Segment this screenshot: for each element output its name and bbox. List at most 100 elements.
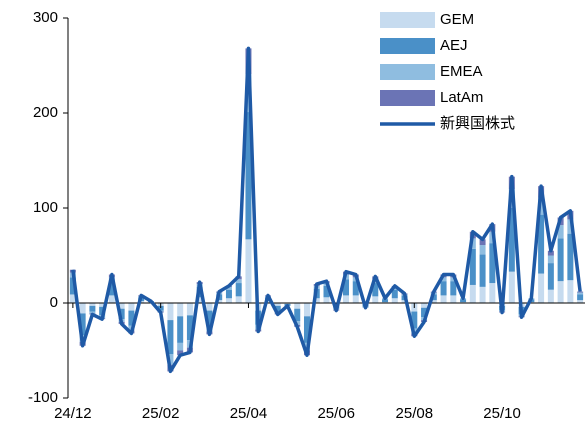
x-tick-label: 25/04 (230, 405, 268, 422)
bar-segment (196, 297, 203, 303)
bar-segment (108, 281, 115, 296)
bar-segment (489, 283, 496, 303)
x-tick-label: 25/02 (142, 405, 180, 422)
bar-segment (450, 281, 457, 296)
bar-segment (69, 277, 76, 295)
bar-segment (538, 214, 545, 274)
bar-segment (89, 303, 96, 306)
bar-segment (450, 277, 457, 282)
bar-segment (177, 316, 184, 343)
bar-segment (538, 273, 545, 303)
bar-segment (508, 208, 515, 272)
bar-segment (421, 307, 428, 318)
legend-label: 新興国株式 (440, 115, 515, 132)
bar-segment (225, 289, 232, 299)
bar-segment (303, 316, 310, 343)
bar-segment (128, 303, 135, 311)
bar-segment (177, 303, 184, 317)
bar-segment (547, 289, 554, 303)
bar-segment (294, 308, 301, 322)
bar-segment (372, 283, 379, 297)
x-tick-label: 25/08 (396, 405, 434, 422)
legend-label: LatAm (440, 89, 483, 106)
bar-segment (352, 295, 359, 303)
bar-segment (167, 354, 174, 365)
x-tick-label: 25/10 (483, 405, 521, 422)
y-tick-label: 200 (33, 104, 58, 121)
bar-segment (577, 292, 584, 295)
bar-segment (450, 295, 457, 303)
bar-segment (391, 298, 398, 303)
bar-segment (577, 300, 584, 303)
bar-segment (489, 243, 496, 284)
bar-segment (352, 281, 359, 296)
legend-label: EMEA (440, 63, 483, 80)
bar-segment (343, 279, 350, 296)
bar-segment (577, 294, 584, 301)
bar-segment (479, 245, 486, 255)
bar-segment (89, 305, 96, 312)
bar-segment (206, 303, 213, 311)
bar-segment (567, 219, 574, 234)
bar-segment (235, 283, 242, 297)
y-tick-label: -100 (28, 389, 58, 406)
bar-segment (382, 299, 389, 303)
bar-segment (177, 350, 184, 356)
legend-label: GEM (440, 11, 474, 28)
bar-segment (79, 313, 86, 336)
legend-swatch (380, 64, 435, 80)
legend-swatch (380, 12, 435, 28)
bar-segment (547, 250, 554, 256)
line-series (71, 46, 582, 374)
x-tick-label: 24/12 (54, 405, 92, 422)
legend-label: AEJ (440, 37, 468, 54)
bar-segment (469, 284, 476, 303)
bar-segment (479, 286, 486, 303)
bar-segment (508, 271, 515, 303)
bar-segment (323, 285, 330, 298)
bar-segment (245, 112, 252, 240)
bar-segment (225, 286, 232, 290)
bar-segment (313, 298, 320, 303)
legend-swatch (380, 90, 435, 106)
bar-segment (557, 225, 564, 239)
bar-segment (401, 300, 408, 303)
bar-segment (440, 277, 447, 282)
bar-segment (167, 320, 174, 355)
bar-segment (157, 305, 164, 311)
legend-swatch (380, 38, 435, 54)
bar-segment (440, 281, 447, 296)
y-tick-label: 300 (33, 9, 58, 26)
bar-segment (557, 281, 564, 303)
y-tick-label: 0 (50, 294, 58, 311)
bar-segment (460, 299, 467, 303)
bar-segment (343, 295, 350, 303)
bar-segment (235, 296, 242, 303)
bar-segment (557, 238, 564, 282)
bar-segment (177, 342, 184, 351)
bar-segment (225, 298, 232, 303)
bar-segment (577, 291, 584, 293)
bar-segment (89, 311, 96, 314)
bar-segment (274, 303, 281, 306)
bar-segment (118, 308, 125, 320)
bar-segment (547, 263, 554, 290)
x-tick-label: 25/06 (317, 405, 355, 422)
bar-segment (216, 300, 223, 303)
bar-segment (479, 254, 486, 287)
bar-segment (421, 303, 428, 308)
bar-segment (372, 296, 379, 303)
bar-segment (323, 297, 330, 303)
bar-segment (167, 303, 174, 321)
bar-segment (128, 310, 135, 326)
bar-segment (303, 303, 310, 317)
bar-segment (69, 294, 76, 303)
bar-segment (567, 233, 574, 281)
bar-segment (186, 315, 193, 341)
bar-segment (235, 279, 242, 284)
bar-segment (274, 305, 281, 312)
bar-segment (479, 239, 486, 246)
bar-segment (206, 310, 213, 327)
bar-segment (547, 255, 554, 264)
